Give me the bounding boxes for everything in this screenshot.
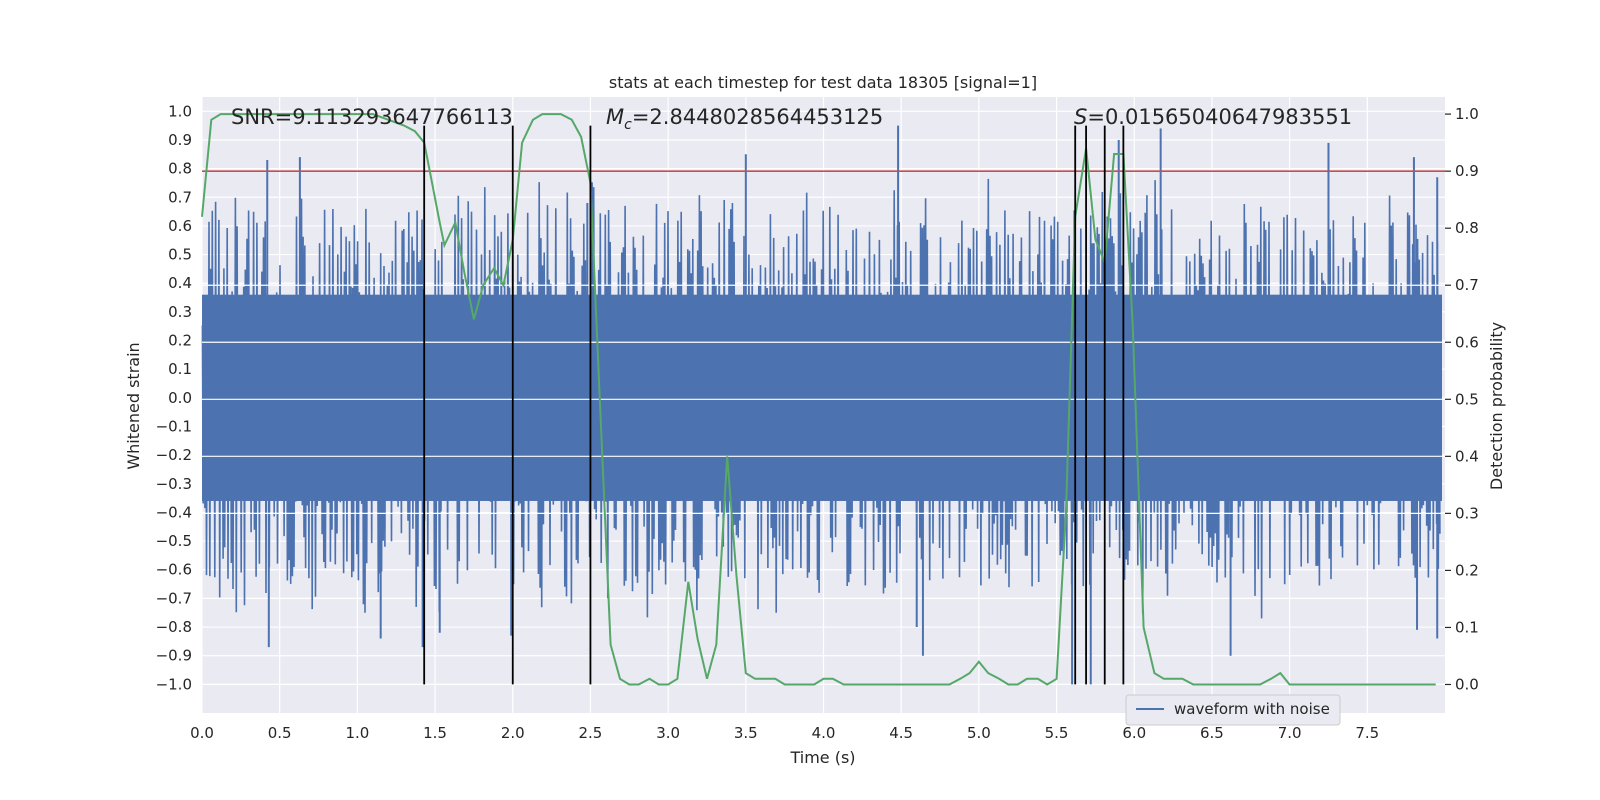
chirp-mass-symbol: M <box>606 105 624 129</box>
y-tick-label: −0.1 <box>156 417 192 435</box>
x-tick-label: 2.0 <box>501 724 525 742</box>
x-tick-label: 3.5 <box>734 724 758 742</box>
chirp-mass-value: =2.8448028564453125 <box>632 105 883 129</box>
y-tick-label: −0.2 <box>156 446 192 464</box>
y2-axis-label: Detection probability <box>1487 322 1506 490</box>
x-tick-label: 7.0 <box>1278 724 1302 742</box>
y-tick-label: 0.8 <box>168 160 192 178</box>
s-value: =0.01565040647983551 <box>1087 105 1352 129</box>
y-tick-label: 1.0 <box>168 102 192 120</box>
y2-tick-label: 0.4 <box>1455 447 1479 465</box>
y-axis-right: 1.0 0.9 0.8 0.7 0.6 0.5 0.4 0.3 0.2 0.1 0.0 <box>1445 105 1479 693</box>
x-tick-label: 1.0 <box>345 724 369 742</box>
s-annotation: S=0.01565040647983551 <box>1074 105 1352 129</box>
y-tick-label: 0.6 <box>168 217 192 235</box>
y-tick-label: 0.2 <box>168 332 192 350</box>
y-tick-label: −0.9 <box>156 647 192 665</box>
y-tick-label: 0.0 <box>168 389 192 407</box>
legend: waveform with noise <box>1125 694 1341 726</box>
y2-tick-label: 0.0 <box>1455 675 1479 693</box>
waveform-series <box>201 125 1445 685</box>
probability-series <box>201 113 1445 686</box>
waveform-core <box>202 294 1442 501</box>
y-tick-label: −0.4 <box>156 503 192 521</box>
y2-tick-label: 0.5 <box>1455 390 1479 408</box>
snr-annotation: SNR=9.113293647766113 <box>231 105 513 129</box>
y2-tick-label: 0.2 <box>1455 561 1479 579</box>
x-axis-label: Time (s) <box>789 748 855 767</box>
y-tick-label: 0.1 <box>168 360 192 378</box>
vertical-markers <box>423 125 1125 685</box>
y-axis-label: Whitened strain <box>124 342 143 469</box>
y-tick-label: −0.5 <box>156 532 192 550</box>
y2-tick-label: 0.6 <box>1455 333 1479 351</box>
y-tick-label: −0.7 <box>156 589 192 607</box>
x-tick-label: 1.5 <box>423 724 447 742</box>
y-tick-label: −1.0 <box>156 675 192 693</box>
y-tick-label: 0.4 <box>168 274 192 292</box>
probability-line <box>201 113 1436 686</box>
x-tick-label: 0.5 <box>268 724 292 742</box>
y-tick-label: 0.5 <box>168 246 192 264</box>
x-tick-label: 5.0 <box>967 724 991 742</box>
x-tick-label: 4.0 <box>812 724 836 742</box>
legend-label: waveform with noise <box>1174 700 1330 718</box>
x-tick-label: 7.5 <box>1355 724 1379 742</box>
y2-tick-label: 0.1 <box>1455 618 1479 636</box>
y-tick-label: 0.7 <box>168 188 192 206</box>
x-tick-label: 3.0 <box>656 724 680 742</box>
chirp-mass-subscript: c <box>624 117 632 133</box>
x-tick-label: 6.0 <box>1122 724 1146 742</box>
x-tick-label: 4.5 <box>889 724 913 742</box>
y-tick-label: 0.9 <box>168 131 192 149</box>
x-tick-label: 0.0 <box>190 724 214 742</box>
y2-tick-label: 1.0 <box>1455 105 1479 123</box>
s-symbol: S <box>1074 105 1087 129</box>
x-tick-label: 6.5 <box>1200 724 1224 742</box>
x-axis: 0.0 0.5 1.0 1.5 2.0 2.5 3.0 3.5 4.0 4.5 5.0 5.5 6.0 6… <box>190 724 1379 742</box>
x-tick-label: 2.5 <box>579 724 603 742</box>
y-tick-label: −0.3 <box>156 475 192 493</box>
y2-tick-label: 0.3 <box>1455 504 1479 522</box>
y-tick-label: 0.3 <box>168 303 192 321</box>
y-tick-label: −0.6 <box>156 561 192 579</box>
y2-tick-label: 0.7 <box>1455 276 1479 294</box>
y-tick-label: −0.8 <box>156 618 192 636</box>
y2-tick-label: 0.9 <box>1455 162 1479 180</box>
x-tick-label: 5.5 <box>1045 724 1069 742</box>
chart-title: stats at each timestep for test data 183… <box>609 73 1037 92</box>
y2-tick-label: 0.8 <box>1455 219 1479 237</box>
legend-box <box>1125 694 1341 726</box>
chirp-mass-annotation: Mc=2.8448028564453125 <box>606 105 883 133</box>
y-axis-left: 1.0 0.9 0.8 0.7 0.6 0.5 0.4 0.3 0.2 0.1 0.0 −0.1 −0.… <box>156 102 192 693</box>
